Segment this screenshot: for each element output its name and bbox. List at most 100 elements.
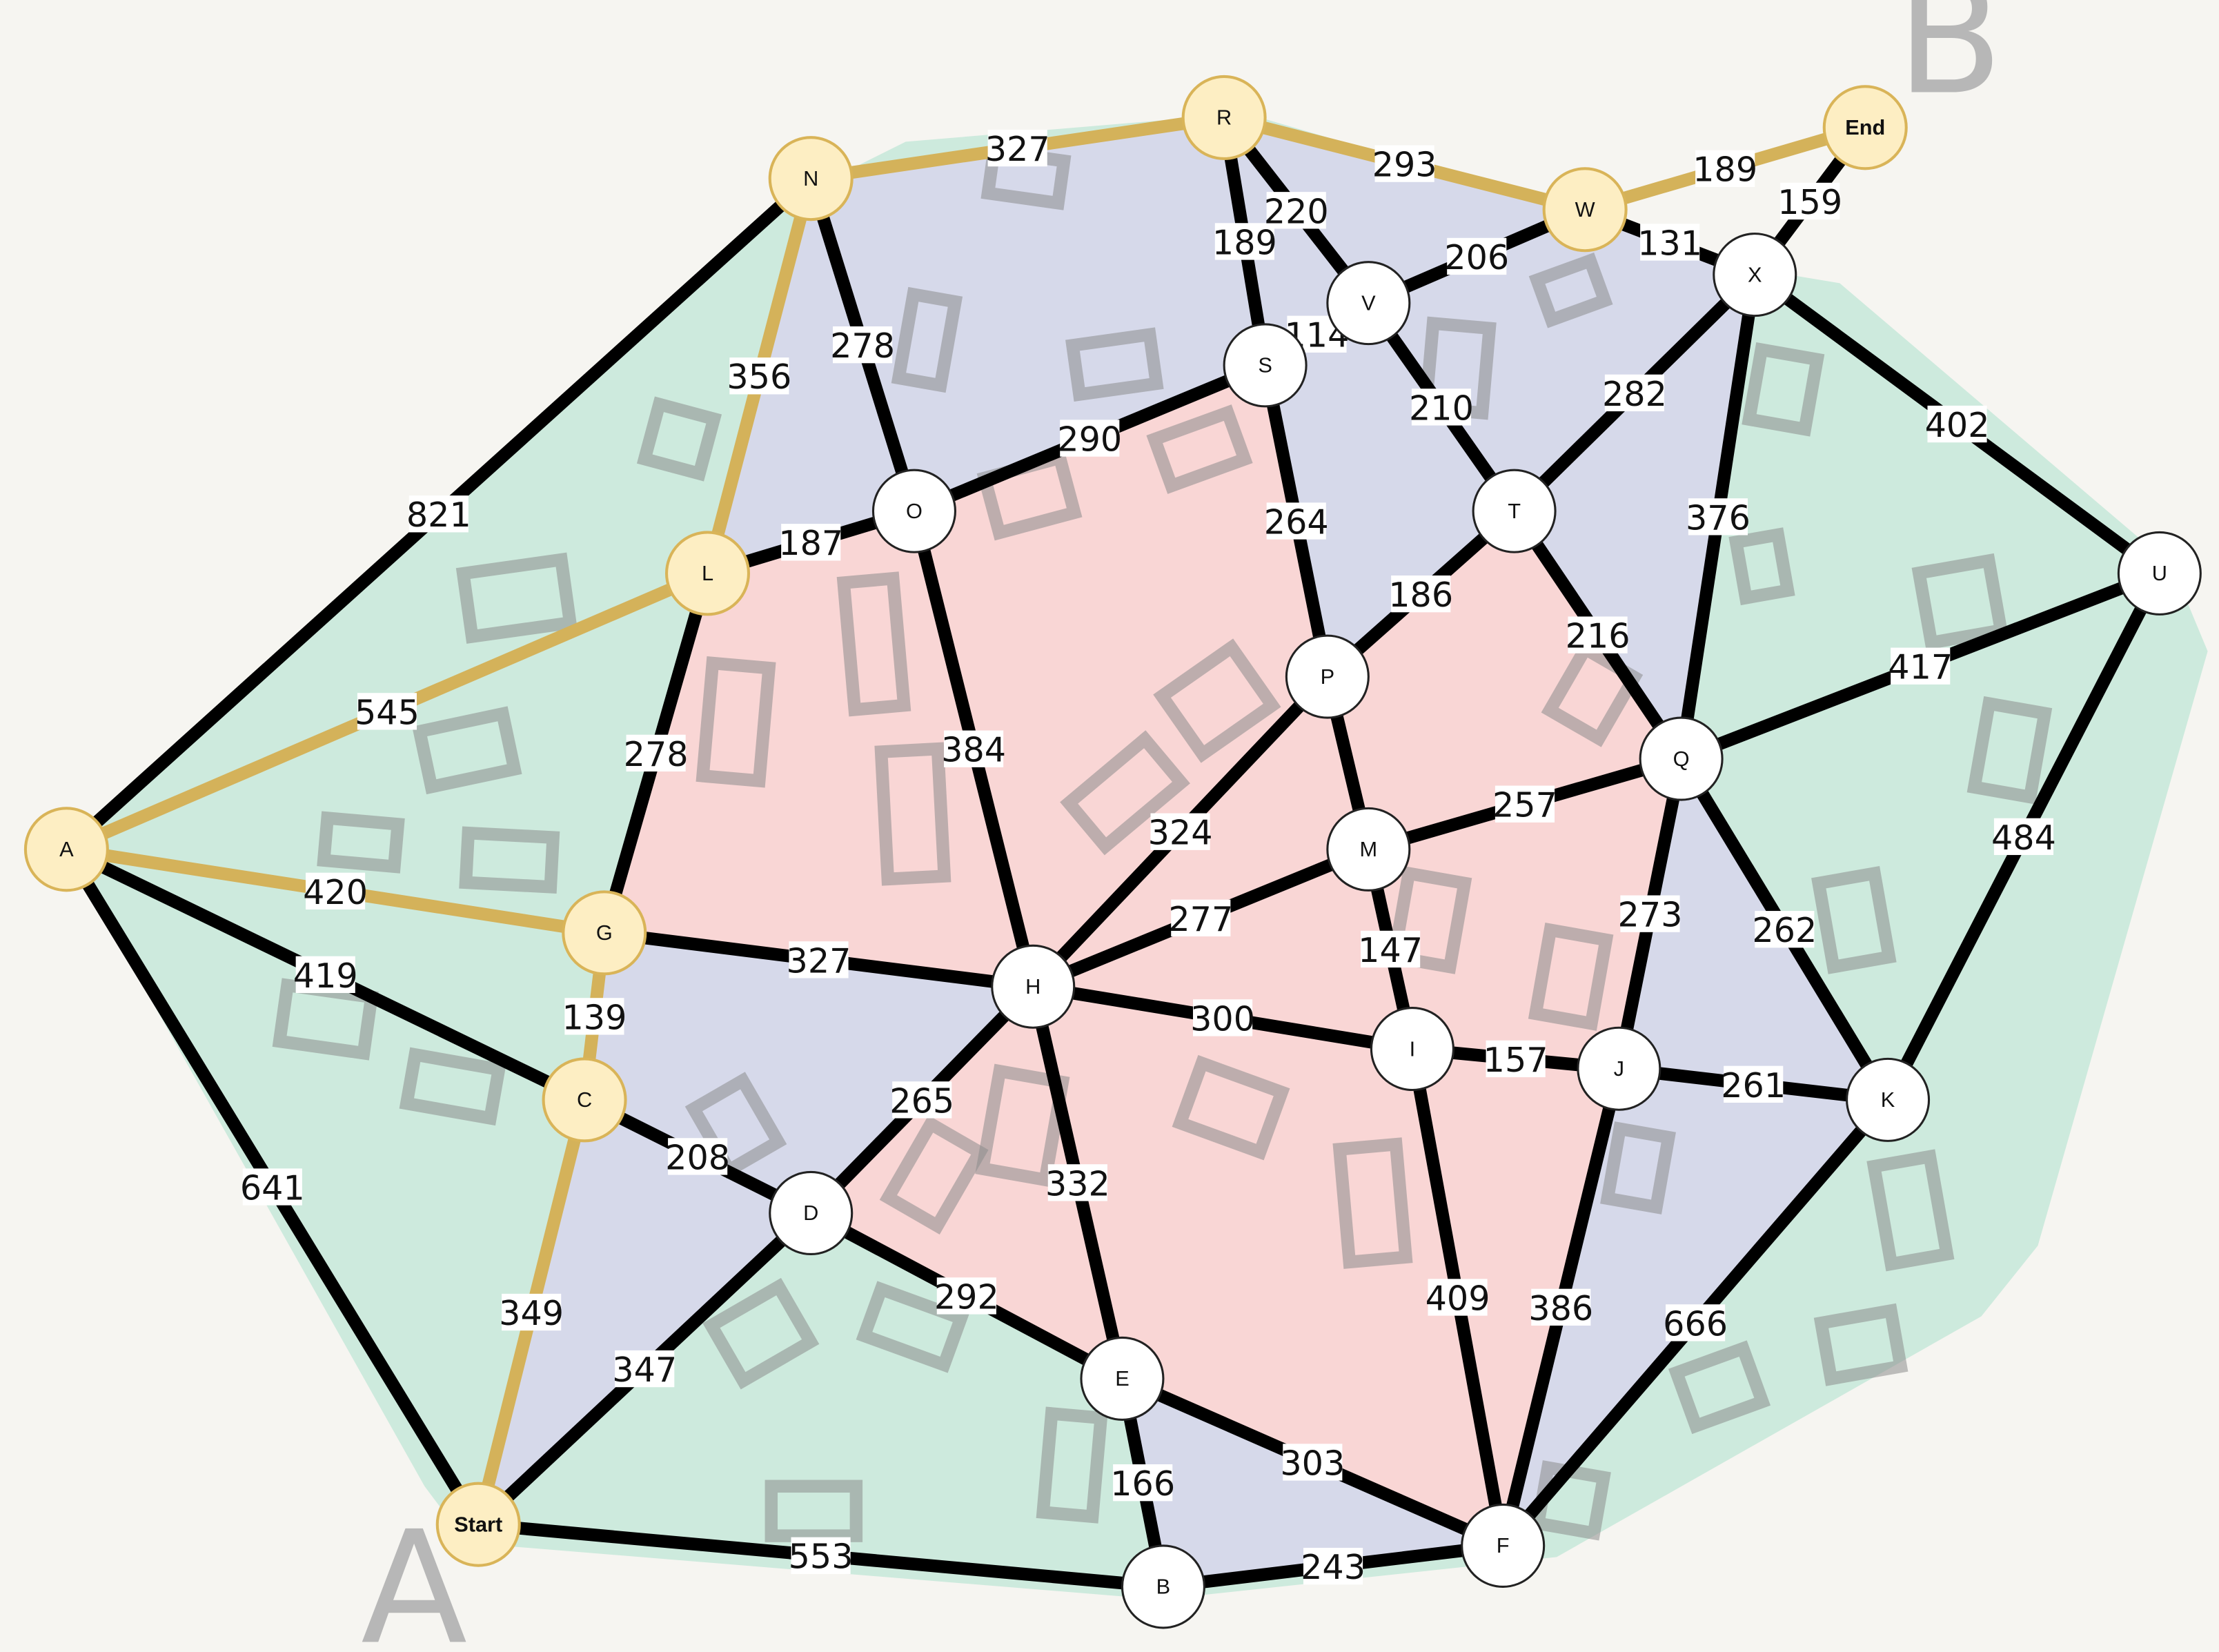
edge-weight-text: 419 (293, 956, 358, 996)
edge-weight-text: 641 (240, 1168, 305, 1208)
edge-weight-I-F: 409 (1426, 1278, 1490, 1318)
edge-weight-bg (987, 129, 1047, 167)
edge-weight-Q-K: 262 (1752, 910, 1817, 950)
edge-weight-bg (357, 693, 417, 730)
edge-weight-bg (1695, 150, 1755, 187)
edge-weight-bg (1780, 182, 1840, 220)
edge-weight-text: 386 (1528, 1288, 1593, 1328)
node-label: L (702, 561, 713, 585)
edge-weight-bg (1193, 999, 1253, 1036)
node-M: M (1326, 807, 1411, 892)
node-circle (1713, 233, 1797, 317)
node-label: Start (454, 1512, 502, 1536)
node-circle (542, 1057, 627, 1143)
edge-weight-A-Start: 641 (240, 1168, 305, 1208)
edge-weight-bg (833, 326, 893, 364)
edge-weight-V-T: 210 (1409, 388, 1474, 428)
edge-weight-text: 206 (1444, 237, 1509, 277)
edge-weight-R-S: 189 (1212, 222, 1277, 262)
edge-weight-L-G: 278 (624, 734, 689, 774)
edge-weight-text: 261 (1721, 1065, 1786, 1105)
edge-weight-N-L: 356 (727, 357, 791, 397)
node-label: D (803, 1201, 818, 1225)
edge-weight-bg (1283, 1444, 1343, 1481)
edge-weight-I-J: 157 (1483, 1040, 1548, 1080)
edge-weight-text: 821 (406, 495, 471, 535)
node-circle (664, 531, 751, 616)
node-circle (1846, 1057, 1931, 1142)
node-label: V (1361, 291, 1376, 315)
edge-weight-K-F: 666 (1663, 1304, 1728, 1344)
edge-weight-M-I: 147 (1358, 930, 1423, 970)
edge-weight-G-C: 139 (562, 997, 627, 1037)
node-label: K (1881, 1088, 1895, 1112)
edge-weight-text: 278 (624, 734, 689, 774)
node-circle (1639, 716, 1724, 801)
node-circle (769, 1170, 854, 1255)
edge-weight-W-V: 206 (1444, 237, 1509, 277)
node-D: D (769, 1170, 854, 1255)
edge-weight-J-F: 386 (1528, 1288, 1593, 1328)
edge-weight-bg (1640, 224, 1700, 261)
node-label: A (59, 837, 74, 861)
edge-weight-text: 349 (499, 1293, 564, 1333)
edge-weight-text: 553 (789, 1537, 854, 1577)
edge-weight-text: 166 (1110, 1464, 1175, 1504)
edge-weight-S-P: 264 (1264, 502, 1329, 542)
edge-weight-T-Q: 216 (1566, 616, 1630, 656)
edge-weight-text: 282 (1602, 374, 1667, 414)
node-circle (1121, 1544, 1205, 1629)
edge-weight-bg (1531, 1288, 1591, 1326)
edge-weight-Q-J: 273 (1618, 895, 1683, 935)
edge-weight-text: 262 (1752, 910, 1817, 950)
edge-weight-text: 243 (1301, 1547, 1365, 1587)
edge-weight-U-K: 484 (1991, 818, 2056, 858)
edge-weight-H-D: 265 (889, 1081, 954, 1121)
edge-weight-bg (1428, 1279, 1488, 1316)
edge-weight-bg (1303, 1548, 1363, 1585)
node-K: K (1846, 1057, 1931, 1142)
edge-weight-bg (1411, 389, 1472, 426)
edge-weight-W-End: 189 (1693, 150, 1757, 190)
edge-weight-bg (729, 357, 789, 395)
edge-weight-text: 216 (1566, 616, 1630, 656)
edge-weight-G-H: 327 (787, 941, 851, 981)
edge-weight-text: 417 (1888, 647, 1953, 687)
node-circle (1370, 1007, 1454, 1092)
node-label: I (1410, 1036, 1416, 1061)
node-label: M (1360, 837, 1378, 861)
node-circle (562, 890, 647, 976)
node-B: B (1121, 1544, 1205, 1629)
node-J: J (1577, 1026, 1661, 1111)
edge-weight-S-O: 290 (1057, 419, 1122, 459)
node-circle (1472, 469, 1557, 553)
edge-weight-O-H: 384 (941, 730, 1006, 770)
edge-weight-H-E: 332 (1045, 1163, 1110, 1203)
node-circle (1326, 261, 1411, 346)
node-V: V (1326, 261, 1411, 346)
edge-weight-C-Start: 349 (499, 1293, 564, 1333)
nodes-layer: Start End A B C D E F G H I J K L M N O P Q R S T U V W X (23, 75, 2202, 1629)
edge-weight-bg (1113, 1464, 1173, 1502)
edge-weight-E-B: 166 (1110, 1464, 1175, 1504)
edge-weight-bg (1266, 502, 1326, 540)
edge-weight-text: 324 (1148, 813, 1213, 853)
node-label: J (1614, 1056, 1624, 1081)
edge-weight-E-F: 303 (1280, 1443, 1345, 1483)
edge-weight-bg (1724, 1065, 1784, 1103)
edge-weight-text: 332 (1045, 1163, 1110, 1203)
edge-weight-bg (791, 1537, 851, 1574)
edge-weight-text: 159 (1777, 182, 1842, 222)
edge-weight-text: 147 (1358, 930, 1423, 970)
node-E: E (1080, 1336, 1165, 1421)
node-circle (23, 807, 109, 892)
edge-weight-X-T: 282 (1602, 374, 1667, 414)
edge-weight-text: 356 (727, 357, 791, 397)
edge-weight-text: 189 (1212, 222, 1277, 262)
edge-weight-bg (1391, 575, 1451, 613)
edge-weight-bg (1374, 145, 1434, 182)
edge-weight-text: 402 (1925, 405, 1990, 445)
